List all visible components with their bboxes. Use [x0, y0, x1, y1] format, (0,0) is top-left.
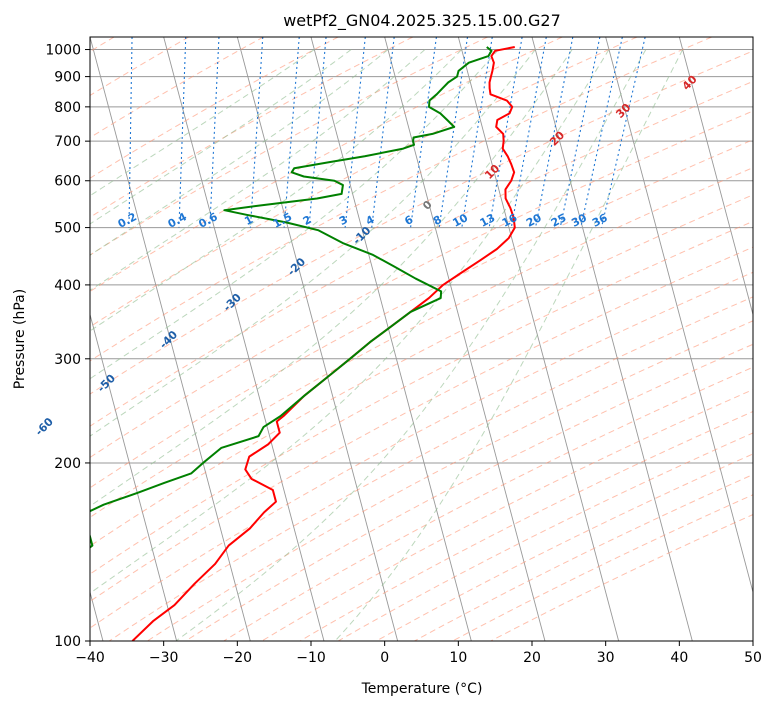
- temperature-profile: [131, 45, 516, 641]
- dewpoint-profile: [90, 46, 493, 549]
- x-tick-label: −20: [223, 650, 253, 666]
- moist-adiabat: [90, 49, 352, 225]
- mixing-ratio-line: [249, 37, 264, 228]
- dry-adiabat: [90, 37, 712, 362]
- mixing-ratio-line: [410, 37, 437, 228]
- mixing-ratio-line: [510, 37, 547, 228]
- mixing-ratio-label: 20: [524, 211, 544, 230]
- moist-adiabat: [90, 49, 573, 507]
- mixing-ratio-line: [371, 37, 395, 228]
- dry-adiabat: [90, 37, 190, 97]
- isotherm-line: [457, 37, 620, 641]
- x-tick-label: 30: [597, 650, 615, 666]
- isotherm-line: [531, 37, 693, 641]
- dry-adiabat: [90, 80, 753, 427]
- mixing-ratio-line: [308, 37, 327, 228]
- isotherm-line: [310, 37, 472, 641]
- x-tick-label: −40: [75, 650, 105, 666]
- y-tick-label: 400: [54, 278, 81, 294]
- dry-adiabat: [90, 37, 563, 293]
- moist-adiabat: [90, 49, 426, 291]
- mixing-ratio-label: 13: [478, 211, 498, 230]
- dry-adiabat: [90, 110, 753, 459]
- dry-adiabat: [147, 320, 753, 641]
- mixing-ratio-line: [344, 37, 366, 228]
- moist-adiabat: [90, 49, 499, 380]
- dry-adiabat: [223, 366, 753, 641]
- isotherm-line: [236, 37, 399, 641]
- isotherm-line: [163, 37, 325, 641]
- y-tick-label: 1000: [45, 43, 81, 59]
- isotherm-line: [384, 37, 546, 641]
- mixing-ratio-label: 36: [590, 211, 610, 230]
- x-tick-label: 0: [380, 650, 389, 666]
- chart-title: wetPf2_GN04.2025.325.15.00.G27: [283, 11, 561, 31]
- x-tick-label: 50: [744, 650, 762, 666]
- dry-adiabat: [90, 50, 753, 395]
- y-tick-label: 700: [54, 134, 81, 150]
- moist-adiabat: [90, 49, 610, 594]
- plot-frame: [89, 36, 754, 642]
- mixing-ratio-label: 30: [569, 211, 589, 230]
- dry-adiabat: [90, 37, 414, 218]
- y-tick-label: 500: [54, 221, 81, 237]
- moist-adiabat: [334, 49, 684, 641]
- x-tick-label: 20: [523, 650, 541, 666]
- mixing-ratio-line: [461, 37, 493, 228]
- x-tick-label: −30: [149, 650, 179, 666]
- dry-adiabat: [90, 220, 753, 575]
- dry-adiabat: [90, 194, 753, 547]
- y-tick-label: 200: [54, 456, 81, 472]
- isotherm-line: [605, 37, 753, 594]
- x-tick-label: −10: [296, 650, 326, 666]
- y-tick-label: 100: [54, 634, 81, 650]
- mixing-ratio-label: 16: [500, 211, 520, 230]
- mixing-ratio-label: 25: [549, 211, 569, 230]
- y-axis-title: Pressure (hPa): [12, 289, 28, 389]
- y-tick-label: 900: [54, 70, 81, 86]
- axes: −40 −30 −20 −10 0 10 20 30 40 50 100 200 300 400 500 60…: [45, 43, 762, 666]
- mixing-ratio-line: [488, 37, 523, 228]
- moist-adiabat: [90, 49, 389, 256]
- y-tick-label: 800: [54, 100, 81, 116]
- dry-adiabat: [90, 37, 638, 328]
- dry-adiabat: [261, 389, 753, 641]
- dry-adiabat: [90, 139, 753, 489]
- isotherm-line: [90, 37, 251, 641]
- mixing-ratio-line: [438, 37, 469, 228]
- x-tick-label: 40: [670, 650, 688, 666]
- x-tick-label: 10: [449, 650, 467, 666]
- mixing-ratio-line: [209, 37, 220, 228]
- dry-adiabat: [90, 37, 488, 256]
- moist-adiabat: [90, 49, 315, 197]
- moist-adiabat: [90, 49, 536, 437]
- mixing-ratio-line: [128, 37, 133, 228]
- isotherm-line: [90, 312, 178, 641]
- mixing-ratio-label: 10: [450, 211, 470, 230]
- x-axis-title: Temperature (°C): [361, 681, 483, 697]
- isotherm-line: [678, 37, 753, 317]
- mixing-ratio-line: [283, 37, 300, 228]
- mixing-ratio-line: [178, 37, 187, 228]
- y-tick-label: 300: [54, 352, 81, 368]
- mixing-ratio-line: [534, 37, 574, 228]
- dry-adiabat: [108, 296, 753, 641]
- y-tick-label: 600: [54, 174, 81, 190]
- profiles: [90, 45, 516, 641]
- background-lines: [90, 37, 753, 641]
